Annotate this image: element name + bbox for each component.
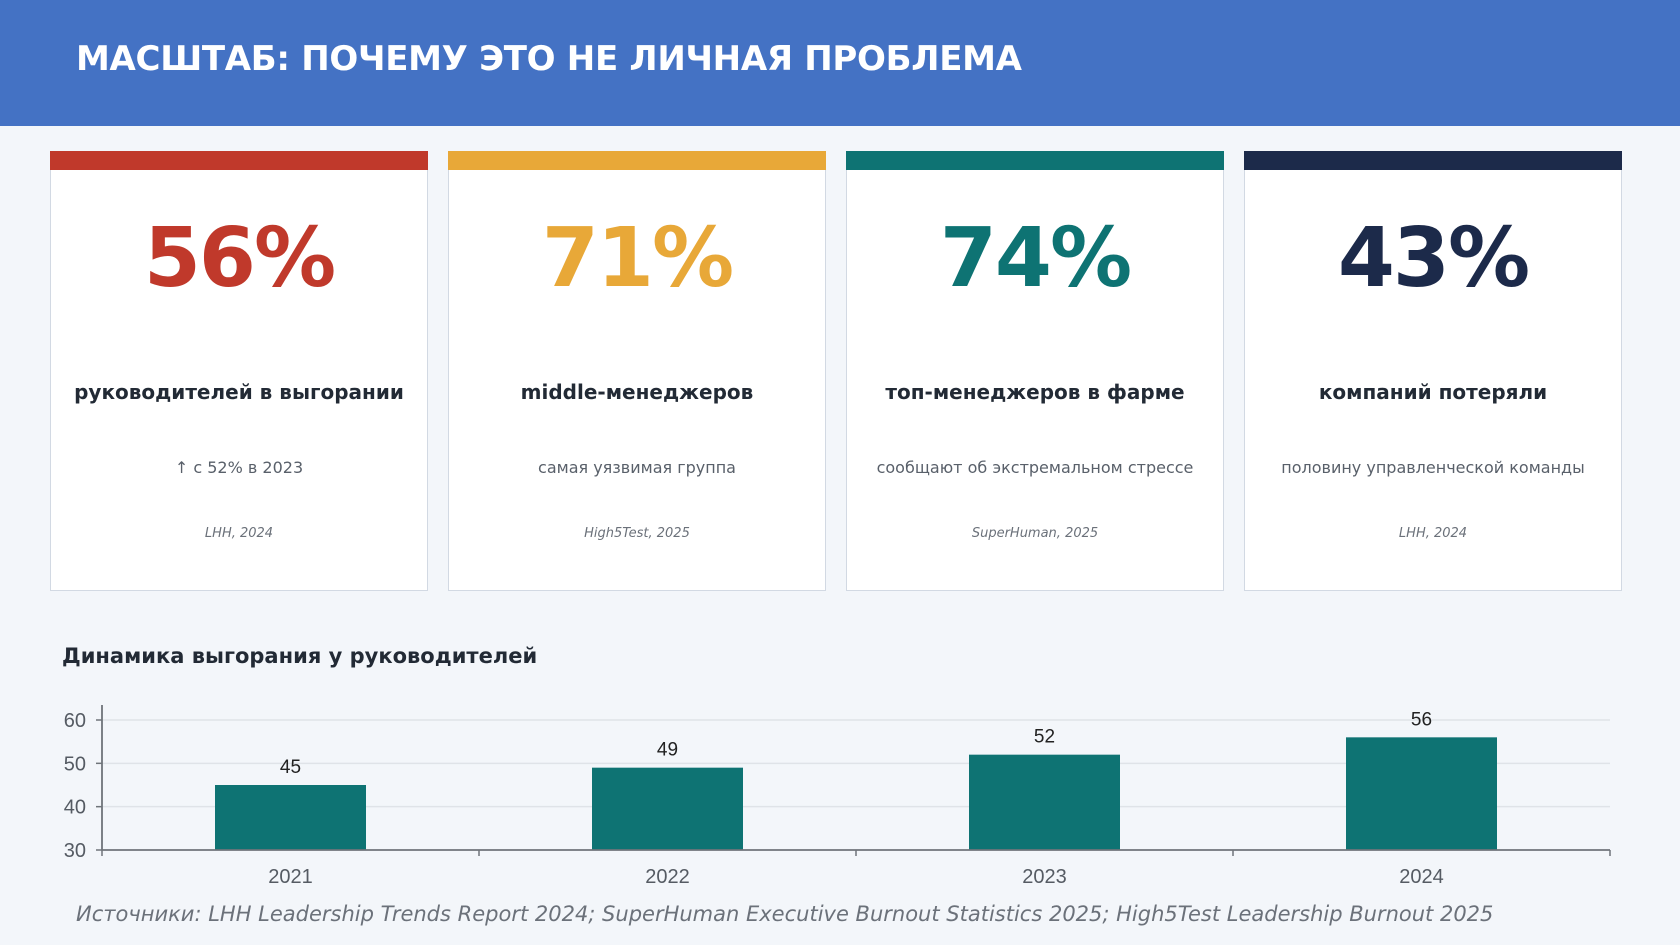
data-label: 52 bbox=[1034, 727, 1055, 748]
stat-label: топ-менеджеров в фарме bbox=[885, 380, 1185, 404]
sources-footnote: Источники: LHH Leadership Trends Report … bbox=[76, 902, 1494, 926]
stat-subtext: половину управленческой команды bbox=[1281, 458, 1585, 477]
card-accent-bar bbox=[846, 151, 1224, 170]
y-tick-label: 30 bbox=[64, 840, 86, 862]
stat-subtext: ↑ с 52% в 2023 bbox=[174, 458, 304, 477]
stat-label: руководителей в выгорании bbox=[74, 380, 404, 404]
stat-label: компаний потеряли bbox=[1318, 380, 1548, 404]
chart-title: Динамика выгорания у руководителей bbox=[62, 644, 538, 668]
x-tick-label: 2022 bbox=[645, 866, 690, 888]
y-tick-label: 40 bbox=[64, 797, 86, 819]
page-title: МАСШТАБ: ПОЧЕМУ ЭТО НЕ ЛИЧНАЯ ПРОБЛЕМА bbox=[76, 39, 1022, 79]
card-accent-bar bbox=[1244, 151, 1622, 170]
stat-card: 74% топ-менеджеров в фарме сообщают об э… bbox=[846, 151, 1224, 591]
bar bbox=[592, 767, 743, 850]
stat-source: SuperHuman, 2025 bbox=[971, 526, 1099, 541]
stat-label: middle-менеджеров bbox=[520, 380, 754, 404]
stat-value: 74% bbox=[939, 211, 1132, 306]
stat-card: 43% компаний потеряли половину управленч… bbox=[1244, 151, 1622, 591]
stat-card: 71% middle-менеджеров самая уязвимая гру… bbox=[448, 151, 826, 591]
stat-value: 71% bbox=[541, 211, 734, 306]
stat-value: 56% bbox=[143, 211, 336, 306]
burnout-bar-chart: 30 40 50 60 45 2021 49 2022 52 2023 56 2024 bbox=[64, 705, 1611, 888]
y-tick-label: 60 bbox=[64, 710, 86, 732]
header-banner: МАСШТАБ: ПОЧЕМУ ЭТО НЕ ЛИЧНАЯ ПРОБЛЕМА bbox=[0, 0, 1680, 126]
stat-value: 43% bbox=[1337, 211, 1530, 306]
x-tick-label: 2023 bbox=[1022, 866, 1067, 888]
stat-cards: 56% руководителей в выгорании ↑ с 52% в … bbox=[50, 151, 1624, 593]
stat-card: 56% руководителей в выгорании ↑ с 52% в … bbox=[50, 151, 428, 591]
x-tick-label: 2021 bbox=[268, 866, 313, 888]
stat-subtext: самая уязвимая группа bbox=[538, 458, 736, 477]
card-accent-bar bbox=[50, 151, 428, 170]
stat-source: LHH, 2024 bbox=[204, 526, 274, 541]
stat-source: High5Test, 2025 bbox=[584, 526, 690, 541]
stat-subtext: сообщают об экстремальном стрессе bbox=[876, 458, 1194, 477]
x-tick-label: 2024 bbox=[1399, 866, 1444, 888]
data-label: 49 bbox=[657, 740, 678, 761]
bar bbox=[215, 785, 366, 850]
data-label: 56 bbox=[1411, 709, 1432, 730]
card-accent-bar bbox=[448, 151, 826, 170]
y-tick-label: 50 bbox=[64, 753, 86, 775]
bar bbox=[1346, 737, 1497, 850]
data-label: 45 bbox=[280, 757, 301, 778]
stat-source: LHH, 2024 bbox=[1398, 526, 1468, 541]
bar bbox=[969, 754, 1120, 850]
